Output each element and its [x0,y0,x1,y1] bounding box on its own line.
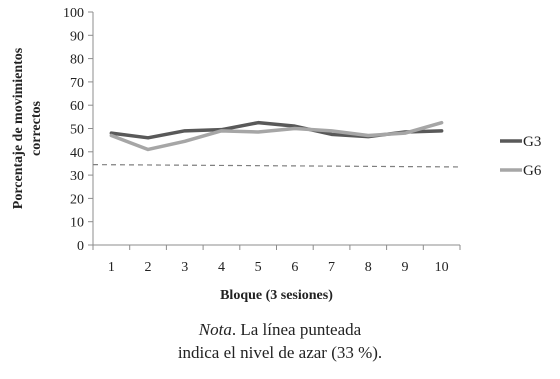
x-tick-label: 1 [108,260,115,275]
y-tick-label: 60 [70,99,84,114]
x-tick-label: 3 [181,260,188,275]
x-tick-label: 6 [291,260,298,275]
x-tick-label: 7 [328,260,335,275]
note-label: Nota [198,320,232,339]
y-axis-title-line: correctos [29,100,44,155]
series-line-g6 [109,120,444,152]
legend-label-g6: G6 [523,163,542,179]
y-tick-label: 0 [77,239,84,254]
y-tick-label: 50 [70,123,84,138]
note-line-2: indica el nivel de azar (33 %). [177,343,383,362]
x-axis-title: Bloque (3 sesiones) [220,288,333,303]
y-tick-label: 90 [70,29,84,44]
x-tick-label: 10 [435,260,449,275]
y-tick-label: 100 [63,6,84,21]
y-tick-label: 80 [70,53,84,68]
x-axis-ticks: 1 2 3 4 5 6 7 8 9 10 [92,245,461,275]
x-tick-label: 2 [145,260,152,275]
note-text-1: . La línea punteada [231,320,362,339]
y-axis-title-line: Porcentaje de movimientos [11,47,26,209]
note-line-1: Nota. La línea punteada [0,318,560,341]
line-chart: Porcentaje de movimientos correctos 01020… [11,6,542,303]
legend-label-g3: G3 [523,134,541,150]
x-tick-label: 9 [401,260,408,275]
y-tick-label: 40 [70,146,84,161]
data-series [109,120,444,152]
y-tick-label: 30 [70,169,84,184]
chance-level-reference [92,164,461,168]
legend: G3 G6 [500,134,542,179]
y-axis-ticks: 0 10 20 30 40 50 60 70 80 90 100 [63,6,93,254]
y-axis-title: Porcentaje de movimientos correctos [11,47,44,209]
figure-note: Nota. La línea punteada indica el nivel … [0,318,560,364]
axes [92,12,460,246]
x-tick-label: 4 [218,260,225,275]
x-tick-label: 8 [365,260,372,275]
y-tick-label: 20 [70,192,84,207]
y-tick-label: 10 [70,216,84,231]
y-tick-label: 70 [70,76,84,91]
x-tick-label: 5 [255,260,262,275]
chance-level-line [92,164,461,168]
